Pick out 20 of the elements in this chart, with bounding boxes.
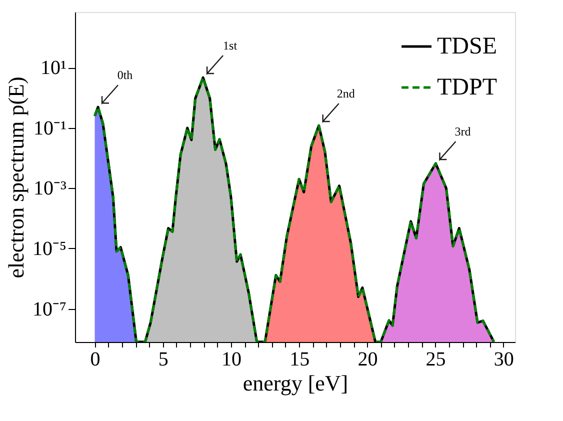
x-tick-label: 0: [90, 348, 100, 370]
annotation: 0th: [117, 68, 133, 82]
y-axis-title: electron spectrum p(E): [4, 76, 29, 278]
annotation: 1st: [223, 38, 238, 53]
y-tick-label: 10⁻¹: [34, 117, 66, 140]
x-tick-label: 5: [158, 348, 168, 370]
x-tick-label: 10: [221, 348, 242, 370]
annotation: 3rd: [454, 124, 471, 138]
y-tick-label: 10⁻³: [34, 178, 66, 200]
annotation: 2nd: [336, 86, 355, 101]
x-tick-label: 30: [494, 348, 514, 370]
x-tick-label: 20: [358, 348, 378, 370]
x-tick-label: 25: [426, 348, 446, 370]
y-tick-label: 10⁻⁵: [32, 238, 66, 260]
y-tick-label: 10⁻⁷: [32, 298, 67, 320]
x-tick-label: 15: [290, 348, 310, 370]
legend-label: TDPT: [437, 74, 498, 100]
x-axis-title: energy [eV]: [242, 370, 348, 396]
legend-label: TDSE: [437, 34, 497, 60]
y-tick-label: 10¹: [40, 57, 66, 80]
